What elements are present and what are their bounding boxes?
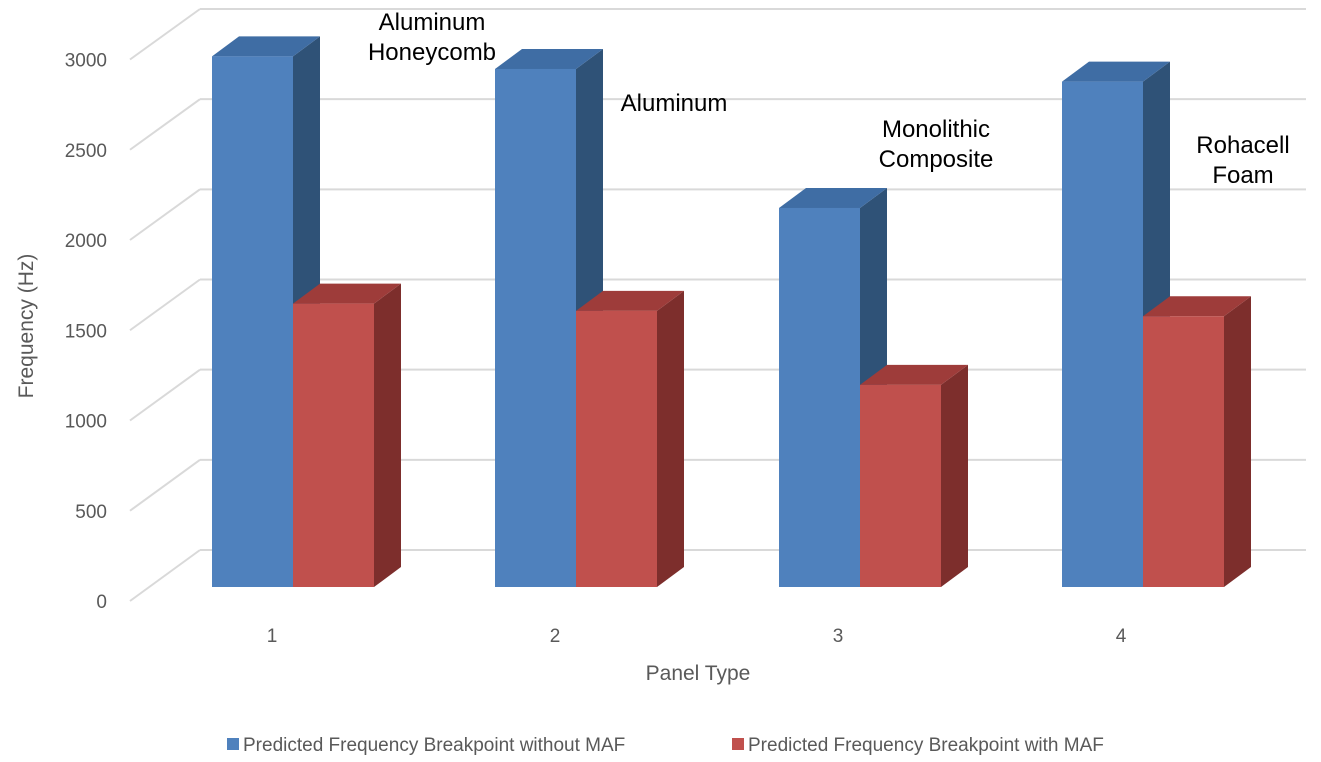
- y-axis-title: Frequency (Hz): [15, 254, 38, 399]
- bar-front: [1143, 316, 1224, 587]
- annotation-category-4: Rohacell Foam: [1196, 132, 1289, 189]
- y-tick-label: 500: [75, 502, 107, 523]
- y-tick-label: 1000: [65, 412, 107, 433]
- bar-top: [860, 364, 968, 385]
- y-tick-labels: 0 500 1000 1500 2000 2500 3000: [65, 51, 107, 614]
- bar-top: [779, 187, 887, 208]
- gridline-side: [129, 8, 201, 61]
- bar-front: [779, 207, 860, 587]
- bar-top: [576, 290, 684, 311]
- bar-front: [1062, 81, 1143, 587]
- x-tick-label: 2: [550, 626, 561, 647]
- bar-side: [941, 364, 968, 587]
- bar-front: [212, 56, 293, 587]
- bar-side: [1224, 296, 1251, 587]
- gridline-side: [129, 278, 201, 332]
- bar-side: [374, 283, 401, 587]
- gridline-side: [129, 368, 201, 422]
- y-tick-label: 2500: [65, 141, 107, 162]
- y-tick-label: 1500: [65, 321, 107, 342]
- x-tick-label: 4: [1116, 626, 1127, 647]
- bar-top: [293, 283, 401, 304]
- bar-top: [1062, 61, 1170, 82]
- x-tick-labels: 1 2 3 4: [267, 626, 1127, 647]
- bar-side: [657, 290, 684, 587]
- legend-swatch-series-1: [227, 738, 239, 750]
- bar-front: [293, 303, 374, 587]
- gridline-side: [129, 459, 201, 512]
- legend-swatch-series-2: [732, 738, 744, 750]
- y-tick-label: 3000: [65, 51, 107, 72]
- gridline-side: [129, 549, 201, 602]
- bar-with-maf-1: [293, 283, 401, 587]
- gridline-side: [129, 188, 201, 241]
- bar-front: [860, 384, 941, 587]
- bar-annotations: Aluminum Honeycomb Aluminum Monolithic Compo…: [368, 9, 1290, 189]
- bars: [212, 36, 1251, 588]
- bar-with-maf-2: [576, 290, 684, 587]
- bar-top: [212, 36, 320, 57]
- bar-with-maf-4: [1143, 296, 1251, 587]
- gridline-side: [129, 98, 201, 151]
- bar-front: [576, 310, 657, 587]
- annotation-category-3: Monolithic Composite: [879, 116, 994, 173]
- x-tick-label: 3: [833, 626, 844, 647]
- y-tick-label: 0: [96, 592, 107, 613]
- x-tick-label: 1: [267, 626, 278, 647]
- bar-front: [495, 68, 576, 588]
- y-tick-label: 2000: [65, 231, 107, 252]
- legend-label-series-2: Predicted Frequency Breakpoint with MAF: [748, 735, 1104, 756]
- x-axis-title: Panel Type: [646, 662, 751, 685]
- legend: Predicted Frequency Breakpoint without M…: [227, 735, 1104, 756]
- bar-top: [495, 48, 603, 69]
- annotation-category-1: Aluminum Honeycomb: [368, 9, 496, 66]
- bar-with-maf-3: [860, 364, 968, 587]
- bar-top: [1143, 296, 1251, 317]
- annotation-category-2: Aluminum: [621, 90, 728, 117]
- legend-label-series-1: Predicted Frequency Breakpoint without M…: [243, 735, 625, 756]
